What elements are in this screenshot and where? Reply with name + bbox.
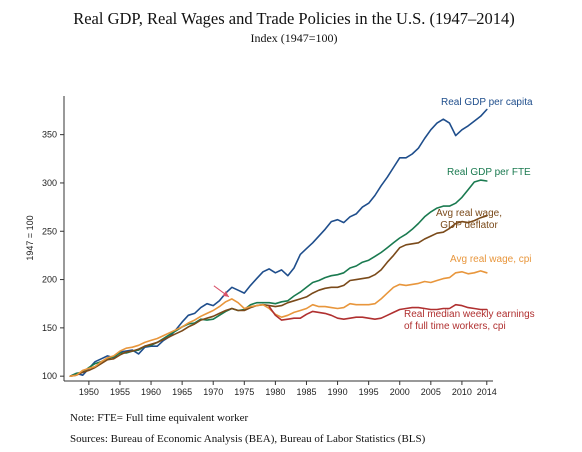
note-text: Note: FTE= Full time equivalent worker [70, 412, 249, 424]
x-tick-label: 1960 [141, 387, 161, 397]
y-tick-label: 350 [42, 130, 57, 140]
y-axis: 100 150 200 250 300 350 [42, 96, 65, 381]
series-label-2: GDP deflator [440, 220, 498, 231]
x-tick-label: 2010 [452, 387, 472, 397]
x-tick-label: 1975 [234, 387, 254, 397]
x-tick-label: 2005 [421, 387, 441, 397]
series-line-3 [69, 270, 488, 378]
y-tick-label: 100 [42, 371, 57, 381]
series-label-1: Real GDP per FTE [447, 167, 531, 178]
x-tick-label: 2014 [477, 387, 497, 397]
x-tick-label: 1985 [296, 387, 316, 397]
x-tick-label: 1950 [79, 387, 99, 397]
series-label-3: Avg real wage, cpi [450, 254, 532, 265]
x-tick-label: 1955 [110, 387, 130, 397]
chart-subtitle: Index (1947=100) [250, 31, 337, 45]
series-lines [69, 108, 488, 378]
series-label-0: Real GDP per capita [441, 97, 533, 108]
series-labels: Real GDP per capita Real GDP per FTE Avg r… [404, 97, 535, 332]
x-tick-label: 1990 [328, 387, 348, 397]
y-axis-label: 1947 = 100 [25, 215, 35, 260]
y-tick-label: 250 [42, 226, 57, 236]
y-tick-label: 200 [42, 275, 57, 285]
series-line-2 [69, 215, 488, 378]
y-tick-label: 150 [42, 323, 57, 333]
series-label-4: Real median weekly earnings [404, 309, 535, 320]
x-tick-label: 1995 [359, 387, 379, 397]
x-tick-label: 1980 [265, 387, 285, 397]
x-tick-label: 2000 [390, 387, 410, 397]
chart-title: Real GDP, Real Wages and Trade Policies … [73, 9, 515, 28]
sources-text: Sources: Bureau of Economic Analysis (BE… [70, 433, 426, 445]
series-label-2: Avg real wage, [436, 208, 502, 219]
series-label-4: of full time workers, cpi [404, 321, 506, 332]
x-axis: 1950 1955 1960 1965 1970 1975 1980 1985 1990 1995… [64, 380, 497, 397]
x-tick-label: 1965 [172, 387, 192, 397]
y-tick-label: 300 [42, 178, 57, 188]
annotation-arrow-head [222, 290, 229, 297]
y-ticks: 100 150 200 250 300 350 [42, 130, 64, 381]
x-tick-label: 1970 [203, 387, 223, 397]
series-line-0 [69, 108, 488, 378]
annotation-arrow [213, 285, 230, 298]
series-line-4 [268, 303, 488, 321]
x-ticks: 1950 1955 1960 1965 1970 1975 1980 1985 1990 1995… [79, 381, 497, 397]
